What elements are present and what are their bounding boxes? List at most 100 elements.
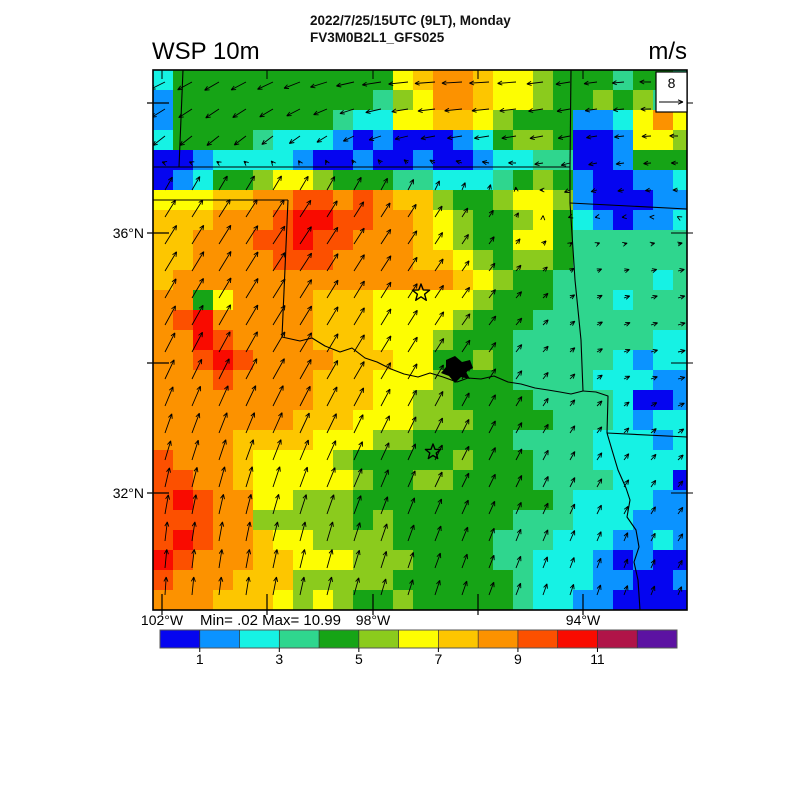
wind-arrow (218, 521, 225, 542)
wind-arrow (380, 202, 391, 218)
wind-arrow (542, 372, 549, 380)
wind-arrow (286, 108, 301, 117)
wind-arrow (353, 387, 365, 407)
wind-arrow (515, 370, 523, 380)
wind-arrow (353, 549, 361, 569)
wind-arrow (205, 108, 220, 119)
x-axis-label: 98°W (356, 612, 391, 628)
wind-arrow (380, 308, 392, 326)
wind-arrow (191, 494, 198, 515)
wind-arrow (434, 552, 442, 569)
wind-arrow (407, 309, 418, 326)
wind-arrow (569, 373, 576, 380)
wind-arrow (515, 501, 522, 515)
windspeed-field (153, 70, 687, 610)
wind-arrow (623, 585, 629, 596)
wind-arrow (434, 364, 444, 380)
wind-arrow (245, 358, 258, 380)
wind-arrow (190, 576, 196, 596)
wind-arrow (461, 553, 468, 569)
colorbar-segment (478, 630, 519, 648)
wind-arrow (394, 135, 409, 141)
wind-arrow (488, 554, 495, 569)
wind-arrow (623, 453, 630, 461)
wind-arrow (672, 187, 678, 193)
colorbar-segment (319, 630, 360, 648)
wind-arrow (564, 188, 571, 193)
wind-arrow (191, 199, 204, 218)
wind-arrow (218, 331, 231, 353)
wind-arrow (380, 523, 388, 542)
wind-arrow (622, 241, 628, 247)
wind-arrow (407, 203, 417, 218)
wind-arrow (596, 400, 603, 407)
state-border-tx-la-sabine (606, 432, 641, 610)
wind-arrow (583, 80, 598, 86)
wind-arrow (191, 439, 200, 461)
wind-arrow (569, 320, 576, 326)
wind-arrow (461, 207, 469, 218)
wind-arrow (447, 135, 463, 141)
wind-arrow (569, 425, 576, 434)
wind-arrow (339, 108, 355, 115)
wind-arrow (179, 135, 193, 146)
wind-arrow (407, 579, 414, 596)
wind-arrow (299, 199, 312, 218)
wind-arrow (272, 175, 282, 191)
wind-arrow (650, 559, 656, 569)
wind-arrow (245, 549, 252, 569)
city-star-marker (411, 283, 431, 301)
wind-arrow (488, 447, 496, 461)
wind-arrow (164, 440, 172, 461)
x-axis-label: 102°W (141, 612, 184, 628)
wind-arrow (368, 135, 382, 141)
wind-arrow (444, 107, 463, 113)
colorbar-segment (517, 630, 559, 648)
wind-arrow (569, 347, 576, 353)
wind-arrow (218, 385, 229, 407)
wind-arrow (434, 444, 443, 461)
wind-arrow (461, 234, 469, 245)
wind-arrow (299, 576, 306, 596)
wind-arrow (488, 473, 496, 488)
colorbar-segment (438, 630, 479, 648)
wind-arrow (380, 496, 389, 515)
wind-arrow (623, 532, 629, 542)
wind-arrow (501, 135, 517, 141)
wind-arrow (649, 214, 655, 220)
wind-arrow (623, 321, 631, 327)
wind-arrow (542, 292, 549, 299)
wind-arrow (650, 348, 658, 354)
wind-arrow (245, 278, 259, 299)
wind-arrow (623, 558, 629, 569)
wind-arrow (164, 413, 173, 434)
state-border-ar-la-33n (606, 432, 687, 438)
wind-arrow (434, 390, 444, 407)
wind-arrow (569, 583, 575, 596)
wind-arrow (640, 106, 652, 112)
wind-arrow (353, 254, 365, 272)
wind-arrow (403, 159, 409, 165)
wind-arrow (441, 80, 463, 86)
wind-arrow (353, 176, 362, 191)
wind-arrow (455, 159, 463, 165)
wind-arrow (377, 159, 383, 165)
wind-arrow (569, 267, 575, 273)
wind-arrow (161, 161, 168, 166)
wind-arrow (218, 277, 232, 299)
wind-arrow (326, 576, 333, 596)
wind-arrow (586, 134, 598, 140)
wind-arrow (515, 317, 523, 326)
wind-arrow (272, 466, 281, 488)
wind-arrow (542, 502, 549, 515)
wind-arrow (353, 361, 365, 380)
state-border-red-river (281, 336, 584, 395)
y-axis-label: 36°N (113, 225, 144, 241)
wind-arrow (434, 498, 443, 515)
wind-arrow (649, 241, 655, 247)
wind-arrow (434, 311, 445, 326)
minmax-label: Min= .02 Max= 10.99 (200, 612, 341, 629)
wind-arrow (596, 557, 602, 569)
wind-arrow (677, 294, 686, 300)
wind-arrow (584, 107, 598, 113)
